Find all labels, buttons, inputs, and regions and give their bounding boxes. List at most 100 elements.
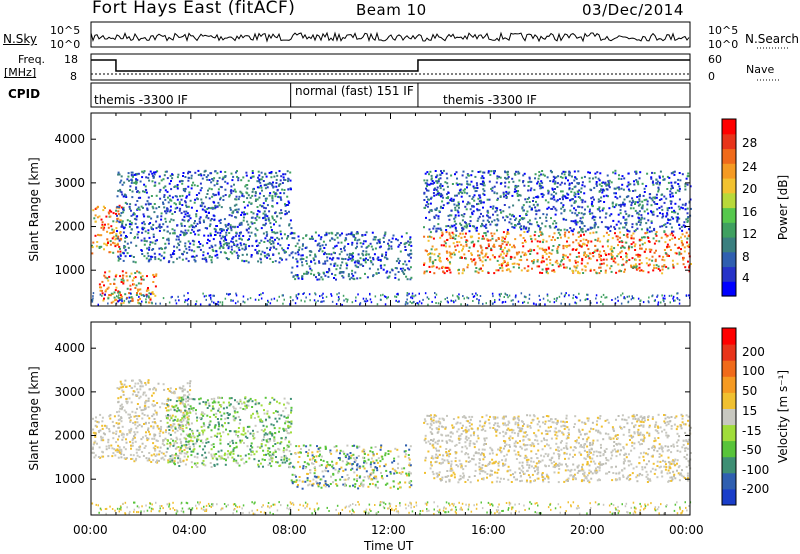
echo-cell (646, 200, 649, 203)
clutter-cell (460, 303, 462, 306)
echo-cell (117, 173, 120, 176)
echo-cell (568, 182, 571, 185)
echo-cell (134, 173, 137, 176)
echo-cell (583, 192, 586, 195)
echo-cell (547, 246, 550, 249)
echo-cell (183, 250, 186, 253)
echo-cell (151, 180, 154, 183)
echo-cell (228, 242, 230, 245)
echo-cell (273, 246, 276, 249)
echo-cell (624, 268, 626, 271)
echo-cell (670, 200, 673, 203)
echo-cell (477, 271, 480, 274)
echo-cell (634, 258, 637, 261)
echo-cell (268, 219, 271, 222)
echo-cell (343, 245, 346, 248)
echo-cell (532, 260, 535, 263)
echo-cell (381, 255, 384, 257)
echo-cell (668, 255, 670, 257)
echo-cell (571, 230, 574, 233)
echo-cell (259, 420, 262, 423)
echo-cell (457, 272, 460, 275)
echo-cell (435, 180, 438, 183)
echo-cell (244, 454, 247, 457)
echo-cell (187, 400, 190, 402)
echo-cell (102, 228, 105, 231)
velocity-colorbar-tick: -50 (742, 443, 762, 457)
colorbar-swatch (722, 163, 736, 179)
echo-cell (491, 220, 493, 223)
echo-cell (607, 226, 610, 229)
echo-cell (553, 220, 556, 222)
echo-cell (482, 256, 485, 259)
echo-cell (294, 274, 297, 277)
echo-cell (134, 423, 137, 426)
echo-cell (247, 261, 250, 264)
echo-cell (209, 219, 212, 222)
echo-cell (152, 446, 155, 449)
clutter-cell (150, 293, 152, 296)
echo-cell (163, 229, 166, 232)
clutter-cell (386, 297, 388, 300)
echo-cell (98, 283, 101, 286)
echo-cell (493, 232, 496, 235)
echo-cell (523, 225, 525, 228)
echo-cell (660, 236, 663, 239)
clutter-cell (295, 294, 298, 297)
echo-cell (156, 453, 158, 456)
echo-cell (542, 194, 545, 196)
echo-cell (192, 255, 194, 258)
echo-cell (167, 461, 170, 464)
echo-cell (191, 239, 194, 242)
echo-cell (581, 206, 584, 209)
echo-cell (360, 245, 363, 248)
echo-cell (130, 221, 133, 224)
clutter-cell (270, 298, 273, 301)
echo-cell (152, 442, 155, 445)
echo-cell (336, 232, 339, 235)
clutter-cell (676, 292, 678, 295)
echo-cell (100, 226, 103, 229)
echo-cell (232, 175, 235, 178)
echo-cell (454, 173, 456, 176)
echo-cell (181, 400, 184, 403)
echo-cell (286, 237, 288, 240)
echo-cell (224, 242, 227, 245)
echo-cell (568, 171, 571, 174)
colorbar-swatch (722, 207, 736, 223)
echo-cell (481, 224, 484, 227)
echo-cell (301, 278, 304, 280)
echo-cell (613, 226, 616, 229)
echo-cell (477, 217, 480, 220)
clutter-cell (517, 300, 520, 303)
echo-cell (211, 178, 214, 180)
echo-cell (610, 245, 613, 248)
echo-cell (226, 229, 228, 232)
echo-cell (193, 184, 196, 187)
echo-cell (507, 170, 509, 173)
echo-cell (152, 388, 155, 391)
echo-cell (473, 225, 476, 228)
echo-cell (630, 204, 633, 207)
echo-cell (94, 420, 97, 423)
echo-cell (635, 265, 638, 268)
echo-cell (242, 219, 245, 222)
echo-cell (473, 194, 476, 197)
echo-cell (123, 383, 126, 386)
clutter-cell (522, 301, 524, 304)
clutter-cell (651, 294, 654, 297)
echo-cell (164, 407, 167, 409)
echo-cell (130, 254, 133, 257)
clutter-cell (187, 292, 189, 295)
echo-cell (479, 183, 482, 185)
echo-cell (284, 213, 287, 216)
echo-cell (563, 233, 566, 236)
echo-cell (169, 174, 172, 177)
echo-cell (430, 178, 433, 181)
echo-cell (424, 182, 427, 185)
clutter-cell (523, 295, 526, 298)
echo-cell (278, 170, 281, 173)
echo-cell (262, 195, 265, 197)
echo-cell (235, 208, 238, 211)
clutter-cell (120, 303, 123, 306)
